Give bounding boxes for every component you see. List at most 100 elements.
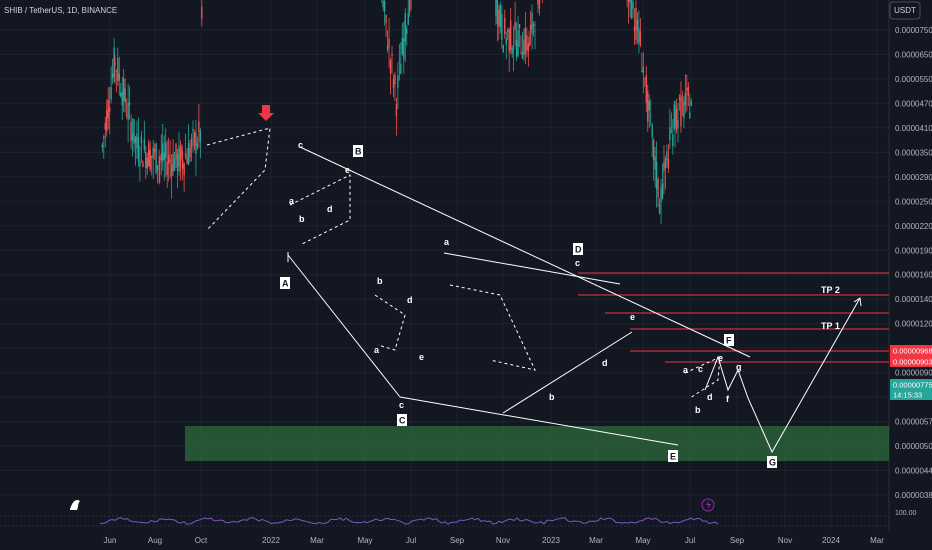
svg-text:a: a xyxy=(444,237,450,247)
candle-body xyxy=(673,104,676,129)
candle-body xyxy=(532,23,535,27)
time-axis[interactable]: Jun Aug Oct 2022 Mar May Jul Sep Nov 2023 Mar May Ju… xyxy=(104,536,885,545)
x-tick-label: Nov xyxy=(778,536,792,545)
candle-body xyxy=(657,179,659,198)
candle-body xyxy=(131,133,134,140)
candle-body xyxy=(199,131,202,143)
candle-body xyxy=(511,48,513,54)
candle-body xyxy=(632,2,634,9)
x-tick-label: 2023 xyxy=(542,536,560,545)
candle-body xyxy=(529,24,532,30)
candle-body xyxy=(515,40,518,57)
candle-body xyxy=(128,102,131,106)
candle-body xyxy=(133,119,135,144)
candle-body xyxy=(383,1,386,12)
candle-body xyxy=(681,99,684,101)
candle-body xyxy=(502,45,504,53)
candle-body xyxy=(149,149,151,170)
candle-body xyxy=(196,143,199,147)
candle-body xyxy=(198,121,200,132)
tradingview-logo-icon xyxy=(70,500,80,510)
x-tick-label: Jul xyxy=(685,536,695,545)
candle-body xyxy=(159,158,161,163)
candle-body xyxy=(125,114,128,116)
currency-button[interactable]: USDT xyxy=(889,1,921,20)
candle-body xyxy=(650,115,652,116)
candle-body xyxy=(175,143,177,160)
candle-body xyxy=(190,138,193,148)
candle-body xyxy=(406,28,408,35)
svg-text:e: e xyxy=(345,165,350,175)
x-tick-label: Sep xyxy=(730,536,745,545)
x-tick-label: Mar xyxy=(310,536,324,545)
svg-text:B: B xyxy=(355,147,362,157)
support-zone xyxy=(185,426,889,461)
candle-body xyxy=(538,0,541,9)
candle-body xyxy=(152,147,154,158)
candle-body xyxy=(136,133,138,149)
candle-body xyxy=(499,5,502,27)
candle-body xyxy=(627,0,630,2)
candle-body xyxy=(139,160,141,166)
price-badge xyxy=(890,389,932,400)
candle-body xyxy=(108,107,111,112)
candle-body xyxy=(655,161,658,190)
candle-body xyxy=(509,20,512,50)
candle-body xyxy=(106,110,108,132)
x-tick-label: Mar xyxy=(870,536,884,545)
candle-body xyxy=(101,144,104,148)
candle-body xyxy=(394,74,396,85)
candle-body xyxy=(391,54,393,57)
candle-body xyxy=(689,112,691,119)
candle-body xyxy=(654,156,656,170)
candle-body xyxy=(142,162,144,167)
candle-body xyxy=(684,92,687,106)
candle-body xyxy=(527,44,530,52)
candle-body xyxy=(166,161,168,176)
candle-body xyxy=(398,61,401,64)
rsi-scale-label: 100.00 xyxy=(895,510,917,517)
candle-body xyxy=(526,35,528,51)
candle-body xyxy=(114,58,116,66)
x-tick-label: Aug xyxy=(148,536,162,545)
currency-button-label: USDT xyxy=(894,6,916,15)
candle-body xyxy=(130,121,132,141)
candle-body xyxy=(156,165,159,170)
svg-text:a: a xyxy=(374,345,380,355)
svg-text:c: c xyxy=(298,140,303,150)
candle-body xyxy=(663,161,665,172)
candle-body xyxy=(122,78,125,101)
candle-body xyxy=(521,51,524,59)
candle-body xyxy=(151,155,153,159)
candle-body xyxy=(162,143,164,162)
candle-body xyxy=(537,0,539,5)
candle-body xyxy=(172,154,174,173)
candle-body xyxy=(686,88,688,91)
svg-text:b: b xyxy=(549,392,555,402)
candle-body xyxy=(183,163,185,175)
svg-text:a: a xyxy=(289,196,295,206)
candle-body xyxy=(104,123,106,130)
candle-body xyxy=(645,75,647,103)
dashed-channels xyxy=(206,127,721,399)
price-badge xyxy=(890,345,932,356)
candle-body xyxy=(169,159,171,162)
candle-body xyxy=(683,101,685,119)
candle-body xyxy=(648,100,650,111)
x-tick-label: May xyxy=(635,536,650,545)
x-tick-label: Jun xyxy=(104,536,117,545)
svg-text:G: G xyxy=(769,458,776,468)
lightning-icon[interactable] xyxy=(701,498,715,512)
svg-text:d: d xyxy=(602,358,608,368)
candle-body xyxy=(145,151,147,169)
candle-body xyxy=(658,203,661,214)
